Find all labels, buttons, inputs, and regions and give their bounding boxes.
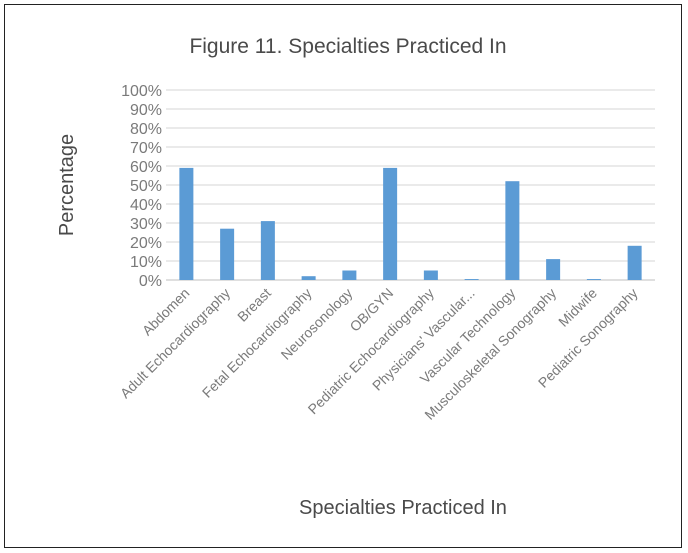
y-tick-label: 100% (121, 83, 162, 100)
bar (260, 221, 275, 280)
bar (301, 276, 316, 280)
category-label: Breast (234, 285, 274, 325)
y-axis-title: Percentage (56, 134, 78, 236)
bar (342, 270, 357, 280)
y-tick-label: 30% (130, 216, 162, 233)
bar (546, 259, 561, 280)
bar (220, 228, 235, 280)
y-tick-label: 80% (130, 121, 162, 138)
y-tick-label: 0% (139, 273, 162, 290)
bar (179, 167, 194, 280)
bar (586, 279, 601, 280)
y-tick-label: 90% (130, 102, 162, 119)
bar (423, 270, 438, 280)
y-axis-ticks: 0% 10% 20% 30% 40% 50% 60% 70% 80% 90% 100% (121, 83, 162, 290)
chart-title: Figure 11. Specialties Practiced In (189, 35, 506, 58)
gridlines (166, 89, 655, 281)
bars (179, 167, 642, 280)
y-tick-label: 70% (130, 140, 162, 157)
y-tick-label: 50% (130, 178, 162, 195)
bar (464, 279, 479, 280)
y-tick-label: 60% (130, 159, 162, 176)
bar (383, 167, 398, 280)
y-tick-label: 10% (130, 254, 162, 271)
y-tick-label: 40% (130, 197, 162, 214)
x-axis-title: Specialties Practiced In (299, 497, 507, 519)
y-tick-label: 20% (130, 235, 162, 252)
bar (627, 245, 642, 280)
category-label: Neurosonology (278, 285, 356, 363)
bar (505, 181, 520, 280)
